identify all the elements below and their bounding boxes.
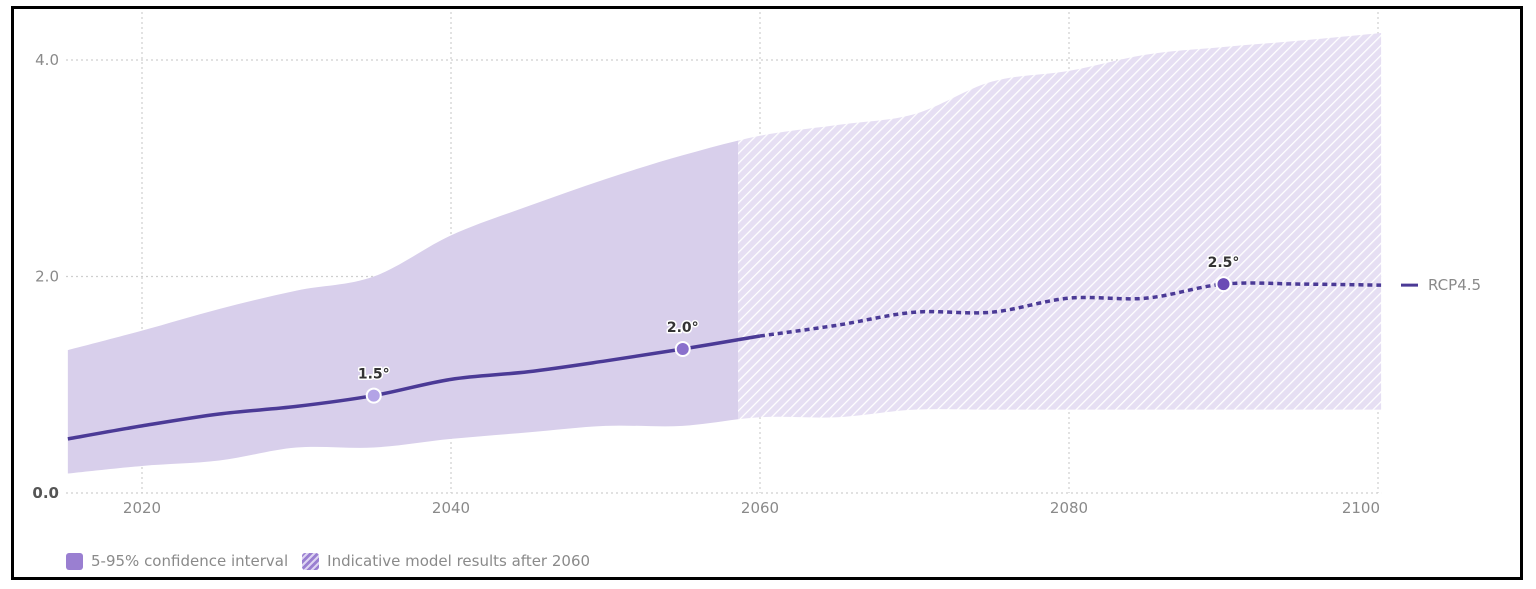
x-tick-label: 2020 xyxy=(123,499,161,517)
x-tick-label: 2040 xyxy=(432,499,470,517)
legend-label: Indicative model results after 2060 xyxy=(327,552,591,570)
legend-item-indicative-results[interactable]: Indicative model results after 2060 xyxy=(302,552,590,570)
annotation-marker xyxy=(365,387,382,404)
legend-swatch-solid xyxy=(66,552,83,570)
legend-swatch-hatched xyxy=(302,552,320,570)
axis-ticks: 2020 2040 2060 2080 2100 0.0 2.0 4.0 xyxy=(32,51,1380,517)
series-label: RCP4.5 xyxy=(1401,276,1481,294)
y-tick-label: 4.0 xyxy=(35,51,59,69)
annotation-marker xyxy=(1215,276,1232,293)
x-tick-label: 2080 xyxy=(1050,499,1088,517)
series-label-text: RCP4.5 xyxy=(1428,276,1481,294)
confidence-band-hatched xyxy=(738,32,1382,420)
x-tick-label: 2100 xyxy=(1342,499,1380,517)
x-tick-label: 2060 xyxy=(741,499,779,517)
rcp45-line-dashed xyxy=(759,281,1382,338)
confidence-band xyxy=(67,32,1382,474)
annotation-marker xyxy=(674,341,691,358)
annotation-label: 2.0° xyxy=(667,320,699,336)
legend-label: 5-95% confidence interval xyxy=(91,552,289,570)
rcp45-line-solid xyxy=(67,334,761,441)
y-tick-label: 2.0 xyxy=(35,268,59,286)
confidence-band-solid xyxy=(67,140,738,474)
y-tick-label: 0.0 xyxy=(32,484,59,502)
legend: 5-95% confidence interval Indicative mod… xyxy=(66,552,604,570)
rcp45-series xyxy=(67,281,1382,441)
annotation-label: 1.5° xyxy=(358,367,390,383)
legend-item-confidence-interval[interactable]: 5-95% confidence interval xyxy=(66,552,288,570)
annotations: 1.5° 2.0° 2.5° xyxy=(356,254,1241,404)
annotation-label: 2.5° xyxy=(1208,255,1240,271)
